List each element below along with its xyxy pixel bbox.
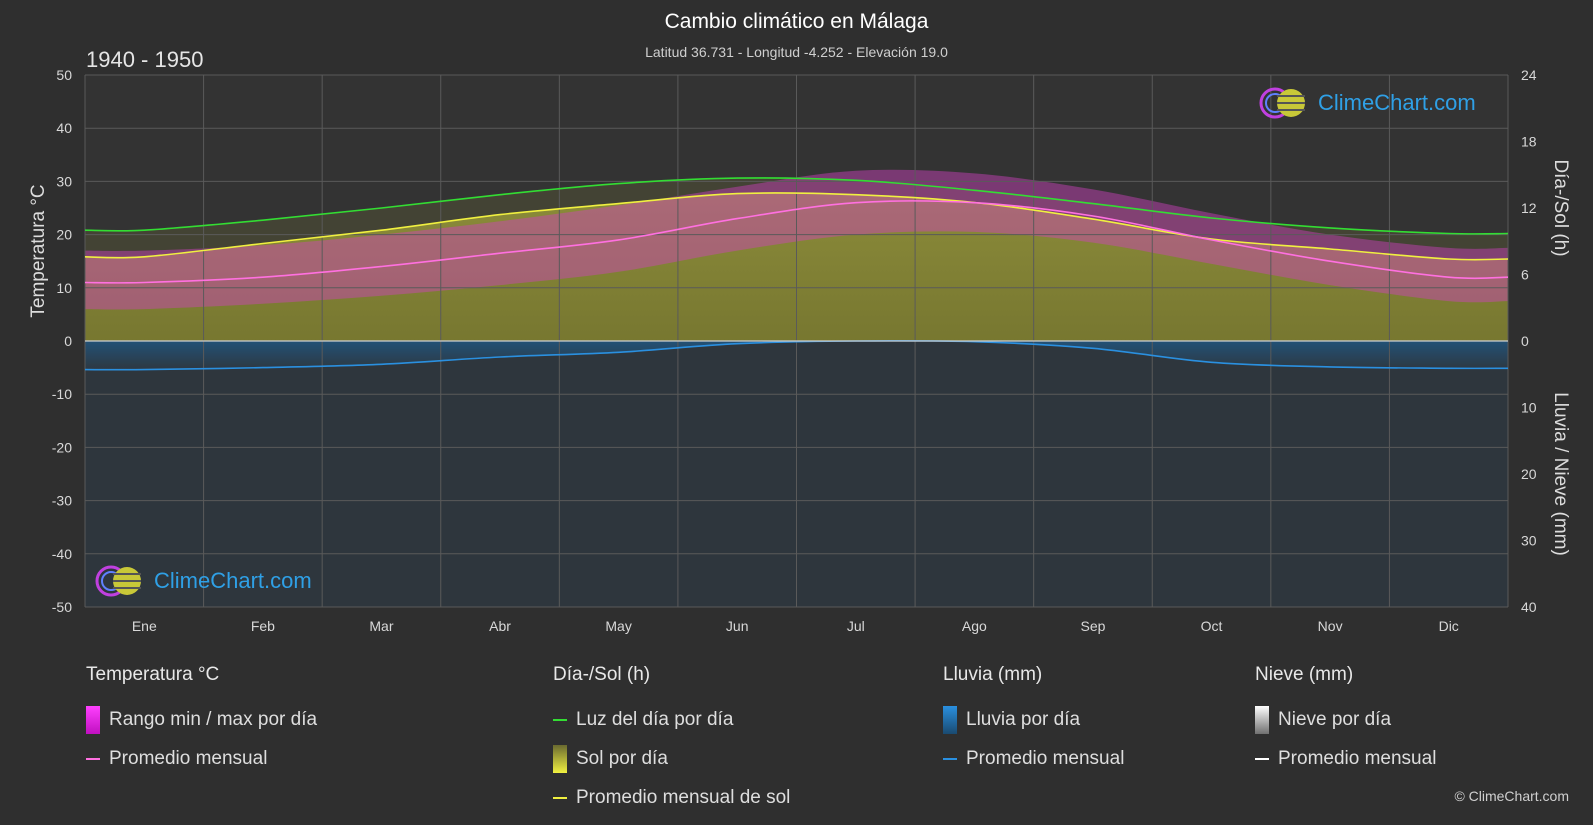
legend-sun: Día-/Sol (h) Luz del día por día Sol por… <box>553 664 790 817</box>
y-tick-label-left: -20 <box>52 439 72 455</box>
y-tick-label-precip: 40 <box>1521 599 1537 615</box>
y-tick-label-left: 40 <box>56 120 72 136</box>
legend-item-sunshine-avg: Promedio mensual de sol <box>553 778 790 817</box>
y-tick-label-precip: 10 <box>1521 400 1537 416</box>
x-tick-label: Abr <box>489 618 511 634</box>
x-tick-label: Mar <box>369 618 393 634</box>
legend-item-temp-range: Rango min / max por día <box>86 700 317 739</box>
logo-text: ClimeChart.com <box>1318 90 1476 115</box>
legend-item-sunshine: Sol por día <box>553 739 790 778</box>
temp-avg-swatch <box>86 757 100 760</box>
y-tick-label-sun: 0 <box>1521 333 1529 349</box>
chart-title: Cambio climático en Málaga <box>664 10 929 33</box>
legend-item-rain-daily: Lluvia por día <box>943 700 1124 739</box>
x-tick-label: Ago <box>962 618 987 634</box>
x-tick-label: Jul <box>847 618 865 634</box>
y-tick-label-left: 10 <box>56 280 72 296</box>
legend-item-snow-daily: Nieve por día <box>1255 700 1436 739</box>
copyright: © ClimeChart.com <box>1454 788 1569 804</box>
y-tick-label-left: 0 <box>64 333 72 349</box>
legend-item-rain-avg: Promedio mensual <box>943 739 1124 778</box>
temp-range-swatch <box>86 705 100 734</box>
legend-rain-title: Lluvia (mm) <box>943 664 1043 685</box>
sunshine-avg-line <box>84 192 1509 261</box>
legend-item-daylight: Luz del día por día <box>553 700 790 739</box>
y-tick-label-left: -30 <box>52 493 72 509</box>
y-tick-label-sun: 18 <box>1521 134 1537 150</box>
x-tick-label: Feb <box>251 618 275 634</box>
legend-rain: Lluvia (mm) Lluvia por día Promedio mens… <box>943 664 1124 778</box>
logo-icon <box>95 565 141 597</box>
temp-avg-line <box>84 200 1509 284</box>
y-tick-label-left: -10 <box>52 386 72 402</box>
y-tick-label-left: 30 <box>56 173 72 189</box>
logo-icon <box>1259 87 1305 119</box>
rain-avg-swatch <box>943 757 957 760</box>
x-tick-label: Ene <box>132 618 157 634</box>
climate-chart: 50 40 30 20 10 0 -10 -20 -30 -40 -50 24 18 12 6 0 10 20 30… <box>28 67 1571 634</box>
legend-temperature-title: Temperatura °C <box>86 664 220 685</box>
legend-sun-title: Día-/Sol (h) <box>553 664 651 685</box>
logo-bottom[interactable]: ClimeChart.com <box>94 564 312 598</box>
legend-temperature: Temperatura °C Rango min / max por día P… <box>86 664 317 778</box>
daylight-line <box>84 177 1509 235</box>
legend-snow-title: Nieve (mm) <box>1255 664 1354 685</box>
daylight-swatch <box>553 718 567 721</box>
snow-avg-swatch <box>1255 757 1269 760</box>
logo-top[interactable]: ClimeChart.com <box>1258 86 1476 120</box>
x-tick-label: Dic <box>1439 618 1459 634</box>
y-axis-title-sun: Día-/Sol (h) <box>1550 159 1571 256</box>
y-tick-label-left: -50 <box>52 599 72 615</box>
y-tick-label-precip: 30 <box>1521 533 1537 549</box>
rain-avg-line <box>84 339 1509 371</box>
rain-swatch <box>943 705 957 734</box>
sunshine-avg-swatch <box>553 796 567 799</box>
y-tick-label-left: 20 <box>56 227 72 243</box>
legend-snow: Nieve (mm) Nieve por día Promedio mensua… <box>1255 664 1436 778</box>
period-label: 1940 - 1950 <box>86 47 204 72</box>
y-tick-label-sun: 6 <box>1521 267 1529 283</box>
y-tick-label-sun: 12 <box>1521 200 1537 216</box>
snow-swatch <box>1255 705 1269 734</box>
y-tick-label-precip: 20 <box>1521 466 1537 482</box>
y-tick-label-sun: 24 <box>1521 67 1537 83</box>
x-tick-label: May <box>605 618 631 634</box>
y-axis-title-precip: Lluvia / Nieve (mm) <box>1550 392 1571 556</box>
legend-item-snow-avg: Promedio mensual <box>1255 739 1436 778</box>
chart-subtitle: Latitud 36.731 - Longitud -4.252 - Eleva… <box>645 44 948 60</box>
y-axis-title-left: Temperatura °C <box>28 184 49 317</box>
legend-item-temp-avg: Promedio mensual <box>86 739 317 778</box>
x-tick-label: Nov <box>1318 618 1343 634</box>
x-tick-label: Oct <box>1201 618 1223 634</box>
x-tick-label: Jun <box>726 618 749 634</box>
x-tick-label: Sep <box>1080 618 1105 634</box>
sunshine-swatch <box>553 744 567 773</box>
logo-text: ClimeChart.com <box>154 568 312 593</box>
y-tick-label-left: 50 <box>56 67 72 83</box>
y-tick-label-left: -40 <box>52 546 72 562</box>
